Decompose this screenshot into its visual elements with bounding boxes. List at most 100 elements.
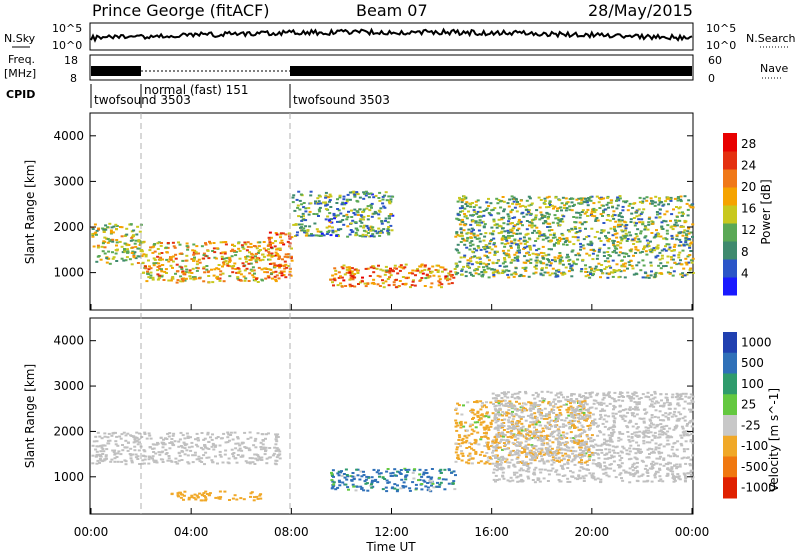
power-cell — [196, 267, 200, 270]
power-cell — [553, 236, 557, 239]
power-cell — [292, 194, 296, 197]
power-cell — [369, 204, 373, 207]
power-cell — [525, 208, 529, 211]
power-cell — [180, 252, 183, 255]
velocity-cell — [454, 474, 457, 477]
velocity-cell — [666, 434, 670, 437]
velocity-cell — [562, 396, 565, 399]
velocity-cell — [475, 401, 479, 404]
velocity-cell — [569, 431, 573, 434]
power-cell — [685, 243, 689, 246]
power-cell — [507, 231, 510, 234]
power-cell — [456, 234, 460, 237]
velocity-cell — [252, 499, 256, 502]
power-cell — [286, 240, 290, 243]
power-cell — [160, 275, 164, 278]
power-cell — [237, 247, 241, 250]
velocity-cell — [495, 454, 499, 457]
velocity-cell — [549, 419, 553, 422]
power-cell — [219, 273, 223, 276]
power-cell — [552, 244, 556, 247]
power-cell — [598, 207, 602, 209]
freq-right-tick-bottom: 0 — [708, 72, 715, 85]
velocity-cell — [110, 434, 114, 437]
velocity-cell — [653, 390, 657, 393]
velocity-cell — [107, 442, 111, 445]
power-cell — [338, 196, 342, 199]
velocity-cell — [163, 443, 167, 446]
velocity-cell — [578, 444, 582, 447]
power-cell — [368, 275, 372, 277]
velocity-cell — [653, 474, 657, 477]
power-cell — [578, 202, 582, 205]
power-cell — [279, 236, 282, 239]
velocity-cell — [679, 393, 683, 396]
velocity-cell — [203, 463, 206, 466]
velocity-cell — [532, 451, 536, 453]
power-cell — [611, 275, 615, 278]
power-cell — [630, 212, 634, 215]
power-cell — [530, 226, 534, 229]
velocity-cell — [212, 444, 216, 446]
power-cell — [556, 216, 560, 219]
power-cell — [266, 254, 270, 257]
velocity-cell — [422, 471, 426, 474]
velocity-cell — [517, 397, 521, 400]
velocity-cell — [204, 490, 208, 493]
power-cell — [673, 197, 677, 200]
power-cell — [293, 209, 297, 212]
velocity-cell — [635, 401, 639, 404]
power-cell — [330, 218, 333, 221]
velocity-cell — [670, 415, 674, 418]
velocity-cell — [133, 449, 137, 452]
power-cell — [94, 231, 98, 234]
power-cell — [365, 207, 369, 210]
power-cell — [502, 235, 506, 237]
power-cell — [509, 246, 513, 249]
velocity-cell — [473, 421, 477, 424]
velocity-cell — [119, 437, 123, 440]
power-cell — [637, 238, 641, 241]
velocity-cell — [256, 454, 260, 457]
velocity-cell — [533, 417, 537, 419]
velocity-cell — [390, 487, 394, 490]
velocity-cell — [152, 447, 156, 450]
power-cell — [382, 228, 386, 231]
velocity-cell — [482, 426, 486, 429]
power-cell — [380, 220, 384, 223]
power-cell — [684, 241, 688, 244]
power-cell — [627, 255, 631, 258]
power-cell — [301, 212, 305, 215]
velocity-cell — [233, 431, 237, 434]
power-cell — [328, 200, 331, 203]
velocity-cell — [494, 410, 498, 413]
velocity-cell — [103, 458, 107, 461]
power-cell — [282, 243, 286, 246]
power-cell — [521, 224, 524, 227]
power-cell — [490, 268, 494, 271]
velocity-cell — [664, 393, 668, 396]
velocity-cell — [581, 475, 585, 478]
power-cell — [484, 232, 488, 235]
power-cell — [341, 219, 345, 221]
power-cell — [543, 203, 547, 205]
power-cell — [158, 252, 161, 255]
power-cell — [542, 262, 546, 265]
power-cell — [620, 229, 624, 232]
power-cell — [158, 274, 162, 277]
power-cell — [492, 271, 496, 274]
power-cell — [464, 215, 468, 217]
velocity-cell — [564, 398, 568, 401]
velocity-cell — [505, 414, 509, 417]
velocity-cell — [684, 462, 688, 465]
power-cell — [198, 277, 201, 280]
power-cell — [488, 232, 492, 235]
power-cell — [642, 208, 646, 211]
velocity-cell — [620, 395, 624, 398]
power-cell — [356, 269, 359, 272]
velocity-cell — [573, 441, 577, 444]
velocity-cell — [234, 442, 238, 445]
velocity-cell — [149, 437, 153, 440]
power-cell — [641, 200, 645, 203]
velocity-cell — [588, 406, 592, 409]
